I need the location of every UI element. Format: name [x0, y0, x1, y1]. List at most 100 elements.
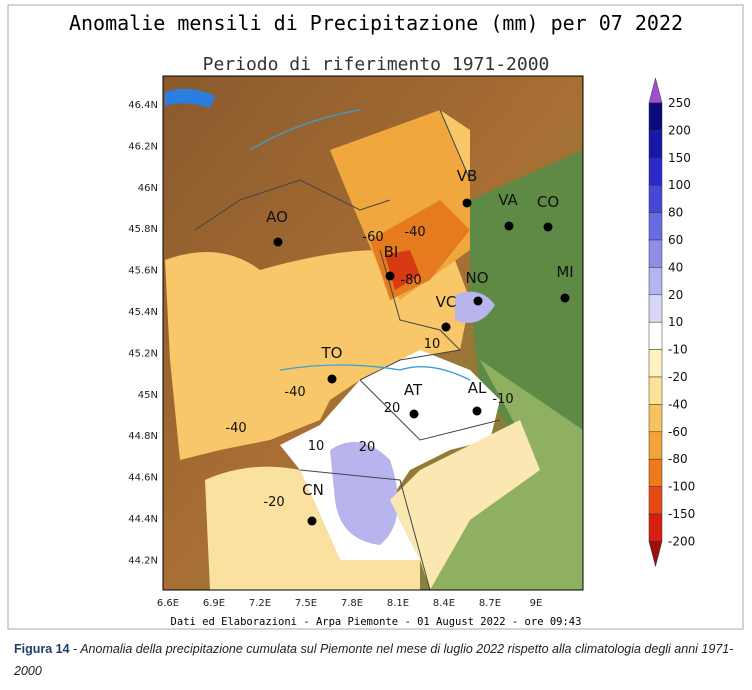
subtitle: Periodo di riferimento 1971-2000: [203, 54, 550, 75]
colorbar-label: -20: [668, 370, 688, 384]
map: [163, 76, 583, 591]
city-label: VA: [498, 191, 518, 209]
lon-label: 6.6E: [157, 598, 179, 609]
caption-label: Figura 14: [14, 642, 70, 656]
lat-label: 44.4N: [128, 514, 158, 525]
caption: Figura 14 - Anomalia della precipitazion…: [14, 638, 744, 682]
contour-label: -60: [362, 230, 383, 245]
city-label: CN: [302, 481, 324, 499]
colorbar-label: 250: [668, 96, 691, 110]
colorbar-label: 40: [668, 260, 683, 274]
colorbar-swatch: [648, 184, 663, 213]
city-dot: [560, 293, 570, 303]
lon-label: 8.4E: [433, 598, 455, 609]
colorbar-swatch: [648, 513, 663, 542]
colorbar-label: 150: [668, 151, 691, 165]
city-label: MI: [556, 263, 573, 281]
city-label: TO: [321, 344, 343, 362]
colorbar-label: 60: [668, 233, 683, 247]
colorbar-arrow: [648, 541, 663, 568]
lat-label: 44.2N: [128, 555, 158, 566]
colorbar-swatch: [648, 404, 663, 433]
colorbar-label: 200: [668, 123, 691, 137]
contour-label: 10: [308, 439, 325, 454]
colorbar-label: 100: [668, 178, 691, 192]
contour-label: 10: [424, 337, 441, 352]
colorbar-label: -40: [668, 397, 688, 411]
city-dot: [409, 409, 419, 419]
lat-label: 46.4N: [128, 100, 158, 111]
contour-label: 20: [359, 440, 376, 455]
colorbar-label: -80: [668, 452, 688, 466]
credit: Dati ed Elaborazioni - Arpa Piemonte - 0…: [171, 616, 582, 628]
contour-label: -40: [225, 421, 246, 436]
city-label: VB: [457, 167, 478, 185]
colorbar-swatch: [648, 486, 663, 515]
city-label: AL: [468, 379, 487, 397]
colorbar-swatch: [648, 294, 663, 323]
lon-label: 7.2E: [249, 598, 271, 609]
lon-label: 7.5E: [295, 598, 317, 609]
colorbar-label: -100: [668, 480, 695, 494]
colorbar-swatch: [648, 458, 663, 487]
city-label: AO: [266, 208, 288, 226]
city-label: BI: [384, 243, 399, 261]
lon-label: 8.7E: [479, 598, 501, 609]
city-label: NO: [465, 269, 488, 287]
lat-label: 46N: [138, 183, 158, 194]
city-dot: [441, 322, 451, 332]
lat-label: 45.2N: [128, 348, 158, 359]
lat-label: 44.8N: [128, 431, 158, 442]
colorbar-label: -150: [668, 507, 695, 521]
colorbar-swatch: [648, 376, 663, 405]
caption-text: - Anomalia della precipitazione cumulata…: [14, 642, 734, 678]
city-dot: [543, 222, 553, 232]
map-border: [162, 75, 584, 591]
contour-label: -40: [284, 385, 305, 400]
city-dot: [473, 296, 483, 306]
colorbar-label: 10: [668, 315, 683, 329]
lat-label: 45N: [138, 390, 158, 401]
colorbar-swatch: [648, 267, 663, 296]
colorbar-label: 80: [668, 206, 683, 220]
contour-label: 20: [384, 401, 401, 416]
colorbar-swatch: [648, 431, 663, 460]
lat-label: 44.6N: [128, 473, 158, 484]
lat-label: 45.4N: [128, 307, 158, 318]
city-dot: [307, 516, 317, 526]
city-dot: [462, 198, 472, 208]
city-label: VC: [436, 293, 457, 311]
colorbar-label: -60: [668, 425, 688, 439]
colorbar-swatch: [648, 102, 663, 131]
colorbar-swatch: [648, 239, 663, 268]
colorbar-label: 20: [668, 288, 683, 302]
colorbar-swatch: [648, 130, 663, 159]
city-dot: [327, 374, 337, 384]
colorbar-swatch: [648, 157, 663, 186]
colorbar-swatch: [648, 349, 663, 378]
colorbar-swatch: [648, 212, 663, 241]
city-dot: [273, 237, 283, 247]
colorbar-label: -200: [668, 534, 695, 548]
title: Anomalie mensili di Precipitazione (mm) …: [69, 11, 683, 35]
lat-label: 46.2N: [128, 141, 158, 152]
lon-label: 6.9E: [203, 598, 225, 609]
city-label: AT: [404, 381, 423, 399]
city-dot: [385, 271, 395, 281]
contour-label: -20: [263, 495, 284, 510]
contour-label: -80: [400, 273, 421, 288]
colorbar-label: -10: [668, 343, 688, 357]
lat-label: 45.6N: [128, 266, 158, 277]
colorbar-swatch: [648, 321, 663, 350]
city-label: CO: [537, 193, 559, 211]
contour-label: -10: [492, 392, 513, 407]
city-dot: [504, 221, 514, 231]
lon-label: 7.8E: [341, 598, 363, 609]
city-dot: [472, 406, 482, 416]
contour-label: -40: [404, 225, 425, 240]
lon-label: 9E: [530, 598, 543, 609]
lon-label: 8.1E: [387, 598, 409, 609]
lat-label: 45.8N: [128, 224, 158, 235]
